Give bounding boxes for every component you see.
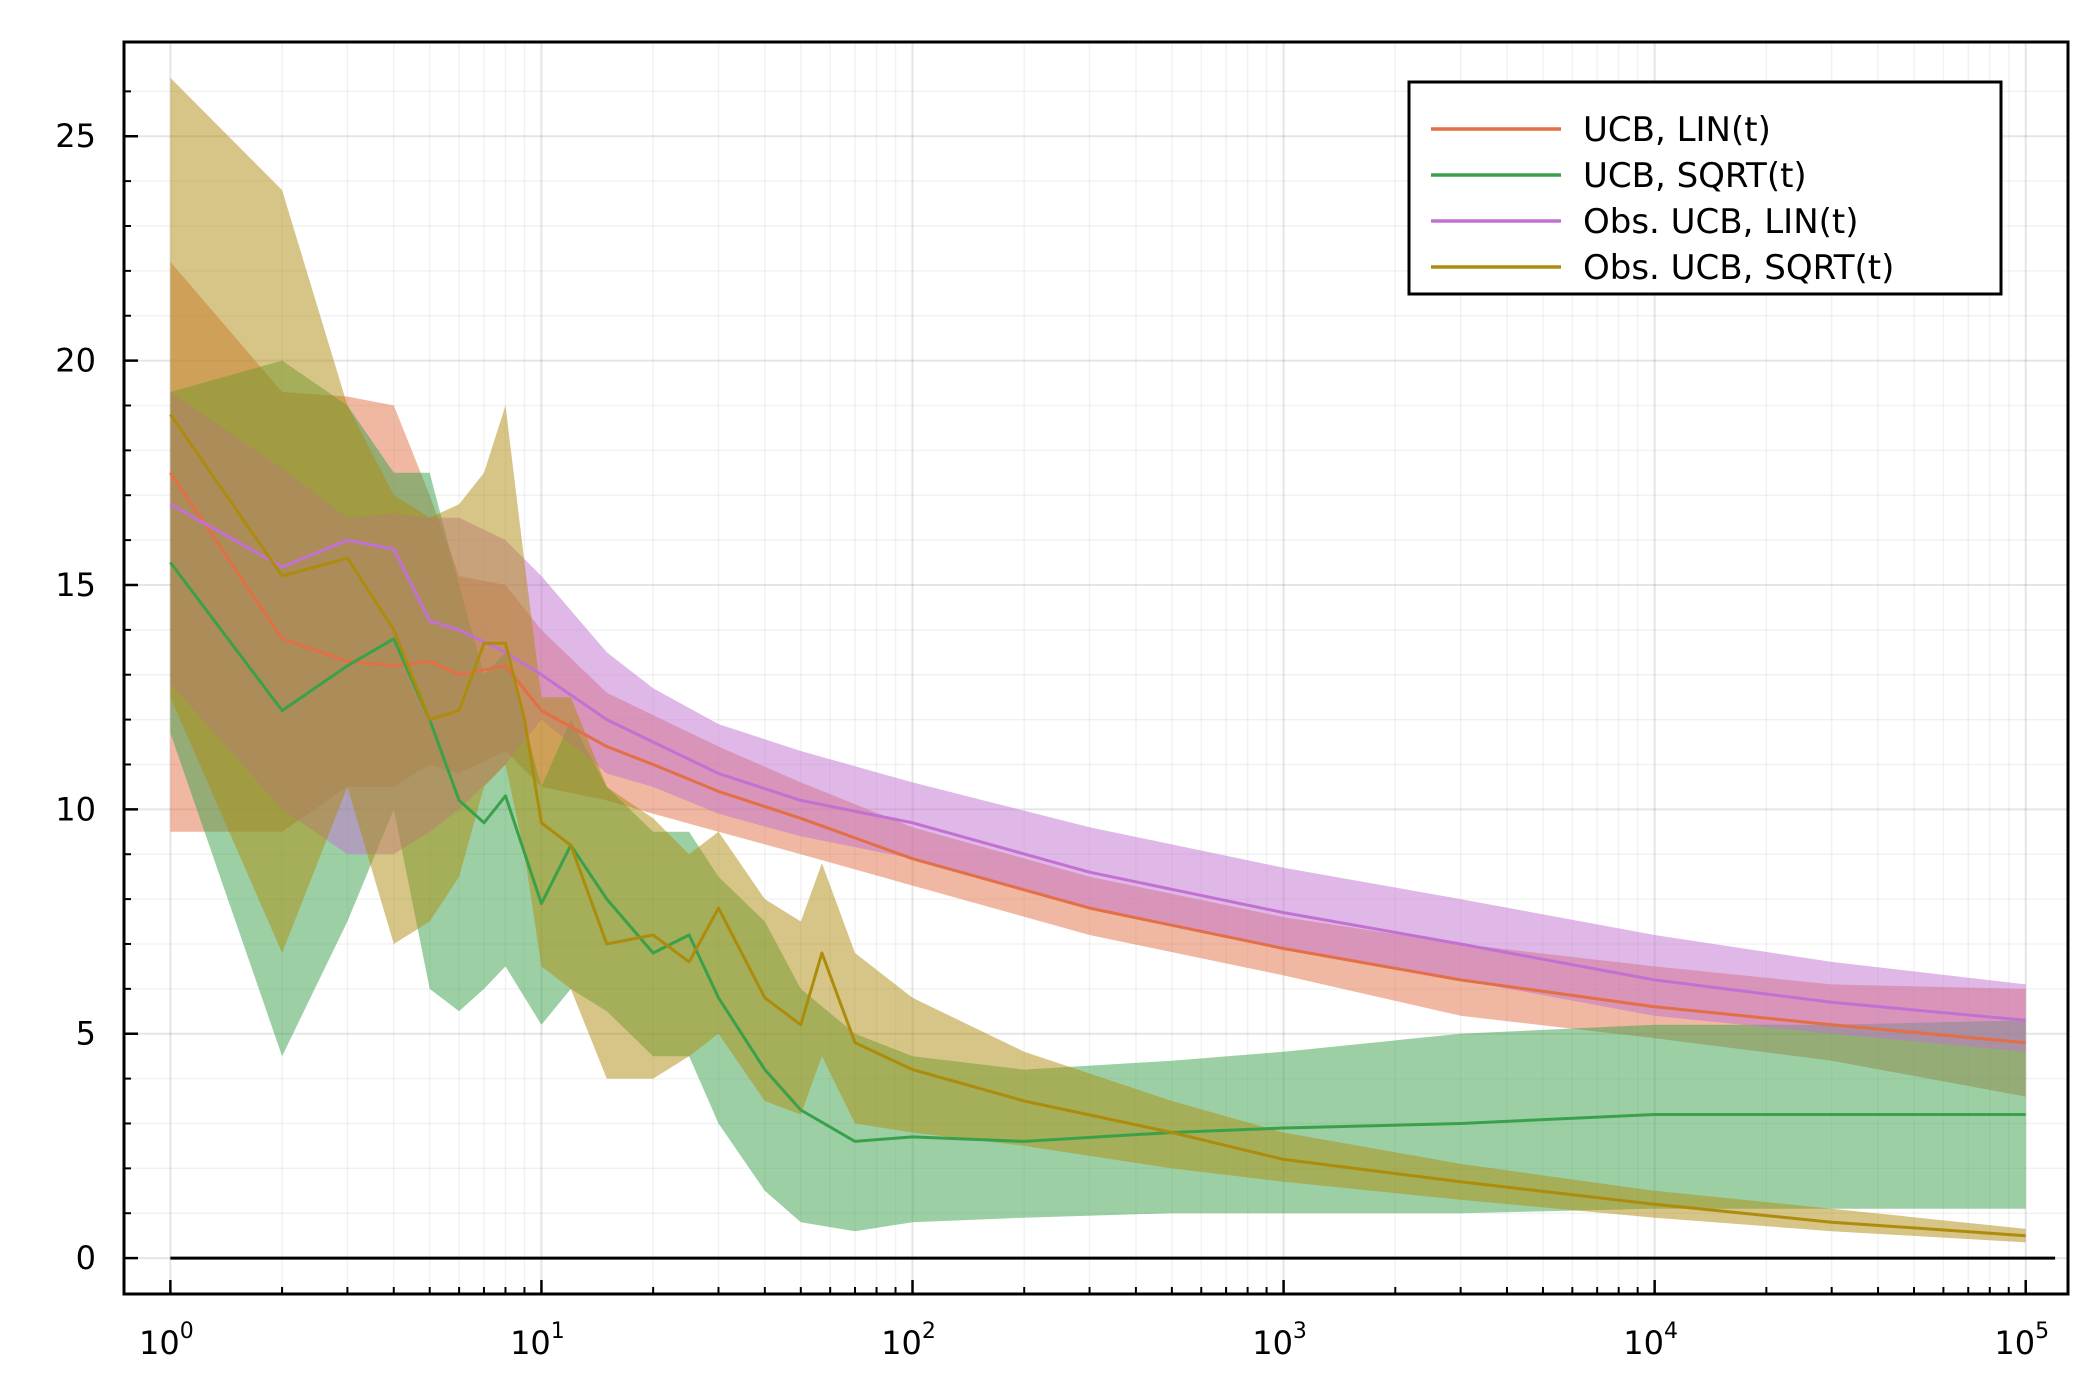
confidence-bands	[170, 77, 2026, 1243]
x-tick-exponent: 0	[180, 1319, 194, 1344]
x-tick-label: 105	[1994, 1319, 2049, 1362]
x-tick-exponent: 5	[2035, 1319, 2049, 1344]
y-tick-label: 0	[76, 1239, 96, 1277]
x-tick-label: 101	[510, 1319, 565, 1362]
band-series-4	[170, 77, 2026, 1243]
y-tick-label: 5	[76, 1015, 96, 1053]
x-tick-base: 10	[1994, 1324, 2035, 1362]
legend-label-3: Obs. UCB, LIN(t)	[1583, 202, 1859, 242]
x-tick-base: 10	[1623, 1324, 1664, 1362]
x-tick-base: 10	[510, 1324, 551, 1362]
y-tick-label: 20	[55, 342, 96, 380]
x-tick-base: 10	[139, 1324, 180, 1362]
legend-label-2: UCB, SQRT(t)	[1583, 156, 1807, 196]
x-tick-base: 10	[881, 1324, 922, 1362]
x-tick-label: 100	[139, 1319, 194, 1362]
x-tick-label: 102	[881, 1319, 936, 1362]
plot-frame	[122, 40, 2070, 1296]
x-tick-exponent: 3	[1293, 1319, 1307, 1344]
legend-label-1: UCB, LIN(t)	[1583, 110, 1771, 150]
axes	[122, 40, 2070, 1296]
x-tick-exponent: 2	[922, 1319, 936, 1344]
x-tick-exponent: 4	[1664, 1319, 1678, 1344]
line-series-1	[169, 471, 2026, 1045]
y-tick-label: 25	[55, 117, 96, 155]
legend-box	[1407, 80, 2003, 296]
x-tick-base: 10	[1252, 1324, 1293, 1362]
band-series-3	[170, 392, 2026, 1052]
x-tick-label: 104	[1623, 1319, 1678, 1362]
y-tick-label: 10	[55, 790, 96, 828]
y-tick-label: 15	[55, 566, 96, 604]
x-tick-exponent: 1	[551, 1319, 565, 1344]
line-series-3	[169, 502, 2026, 1022]
x-tick-label: 103	[1252, 1319, 1307, 1362]
series-lines	[169, 413, 2026, 1238]
line-series-4	[169, 413, 2026, 1238]
legend-label-4: Obs. UCB, SQRT(t)	[1583, 248, 1894, 288]
legend: UCB, LIN(t) UCB, SQRT(t) Obs. UCB, LIN(t) O…	[1407, 80, 2003, 296]
